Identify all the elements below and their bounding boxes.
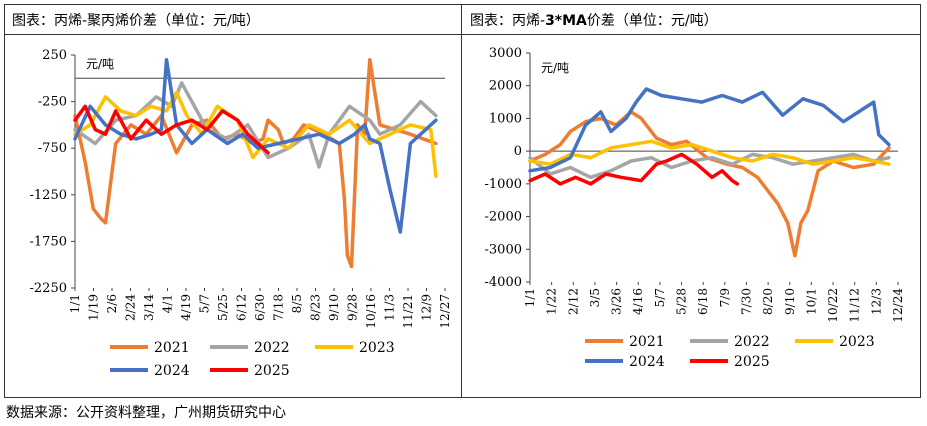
left-y-tick-label: 250	[42, 48, 67, 63]
left-y-tick-label: -750	[38, 141, 67, 156]
left-x-tick-label: 7/18	[272, 294, 286, 321]
right-title-part-1: 图表：丙烯-	[470, 13, 546, 29]
right-series-line-2021	[528, 110, 891, 258]
right-x-tick-label: 10/1	[804, 288, 818, 315]
right-series-line-2023	[528, 139, 891, 166]
left-legend-label-2024: 2024	[154, 363, 190, 379]
right-x-tick-label: 6/18	[696, 288, 710, 315]
figure-frame	[4, 4, 921, 398]
right-title-part-2: 3*MA	[545, 13, 587, 29]
right-x-tick-label: 7/30	[739, 288, 753, 315]
left-x-tick-label: 5/7	[198, 294, 212, 313]
left-x-tick-label: 5/25	[216, 294, 230, 321]
right-x-tick-label: 9/10	[783, 288, 797, 315]
left-legend-label-2021: 2021	[154, 340, 190, 356]
left-series-line-2024	[73, 57, 438, 234]
source-note: 数据来源：公开资料整理，广州期货研究中心	[6, 405, 286, 421]
right-x-tick-label: 1/22	[545, 288, 559, 315]
left-x-tick-label: 1/19	[87, 294, 101, 321]
left-x-tick-label: 2/24	[124, 294, 138, 321]
right-legend-label-2024: 2024	[629, 354, 665, 370]
left-legend-label-2025: 2025	[254, 363, 290, 379]
right-y-tick-label: 3000	[489, 46, 522, 61]
right-x-tick-label: 5/7	[653, 288, 667, 307]
right-x-tick-label: 3/5	[588, 288, 602, 307]
left-legend-label-2023: 2023	[359, 340, 395, 356]
right-series-line-2024	[528, 87, 891, 173]
left-x-tick-label: 8/5	[290, 294, 304, 313]
right-y-tick-label: 2000	[489, 79, 522, 94]
left-y-tick-label: -1250	[30, 188, 67, 203]
right-legend-label-2022: 2022	[734, 334, 770, 350]
left-x-tick-label: 6/30	[253, 294, 267, 321]
left-unit-label: 元/吨	[86, 57, 114, 71]
left-x-tick-label: 9/10	[327, 294, 341, 321]
left-x-tick-label: 11/21	[401, 294, 415, 329]
right-x-tick-label: 10/22	[826, 288, 840, 323]
right-series-line-2025	[528, 152, 740, 186]
right-y-tick-label: -2000	[485, 210, 522, 225]
left-y-tick-label: -250	[38, 95, 67, 110]
right-title-part-3: 价差（单位：元/吨）	[586, 13, 718, 29]
right-legend-label-2025: 2025	[734, 354, 770, 370]
left-x-tick-label: 3/14	[142, 294, 156, 321]
right-chart-title: 图表：丙烯-3*MA价差（单位：元/吨）	[470, 10, 718, 30]
right-legend-label-2021: 2021	[629, 334, 665, 350]
left-x-tick-label: 11/3	[383, 294, 397, 321]
right-y-tick-label: -4000	[485, 275, 522, 290]
right-x-tick-label: 7/9	[718, 288, 732, 307]
left-x-tick-label: 9/28	[346, 294, 360, 321]
left-x-tick-label: 1/1	[68, 294, 82, 313]
left-legend-label-2022: 2022	[254, 340, 290, 356]
right-x-tick-label: 12/24	[891, 288, 905, 323]
right-x-tick-label: 3/26	[610, 288, 624, 315]
left-x-tick-label: 4/19	[179, 294, 193, 321]
left-x-tick-label: 12/9	[420, 294, 434, 321]
right-x-tick-label: 11/12	[848, 288, 862, 323]
right-x-tick-label: 4/16	[631, 288, 645, 315]
right-x-tick-label: 12/3	[869, 288, 883, 315]
left-x-tick-label: 12/27	[438, 294, 452, 329]
right-y-tick-label: -3000	[485, 242, 522, 257]
right-y-tick-label: 1000	[489, 111, 522, 126]
left-x-tick-label: 8/23	[309, 294, 323, 321]
left-y-tick-label: -1750	[30, 234, 67, 249]
left-series-line-2021	[73, 57, 438, 269]
left-x-tick-label: 10/16	[364, 294, 378, 329]
left-x-tick-label: 4/1	[161, 294, 175, 313]
left-x-tick-label: 2/6	[105, 294, 119, 313]
title-divider	[4, 34, 921, 35]
right-x-tick-label: 8/20	[761, 288, 775, 315]
panel-divider	[461, 4, 462, 398]
left-chart-title: 图表：丙烯-聚丙烯价差（单位：元/吨）	[12, 13, 260, 29]
left-y-tick-label: -2250	[30, 281, 67, 296]
right-legend-label-2023: 2023	[839, 334, 875, 350]
left-series-line-2025	[73, 104, 270, 155]
right-unit-label: 元/吨	[541, 61, 569, 75]
right-series-line-2022	[528, 152, 891, 180]
right-y-tick-label: 0	[514, 144, 522, 159]
left-x-tick-label: 6/12	[235, 294, 249, 321]
right-x-tick-label: 2/12	[566, 288, 580, 315]
right-x-tick-label: 1/1	[523, 288, 537, 307]
right-x-tick-label: 5/28	[675, 288, 689, 315]
right-y-tick-label: -1000	[485, 177, 522, 192]
